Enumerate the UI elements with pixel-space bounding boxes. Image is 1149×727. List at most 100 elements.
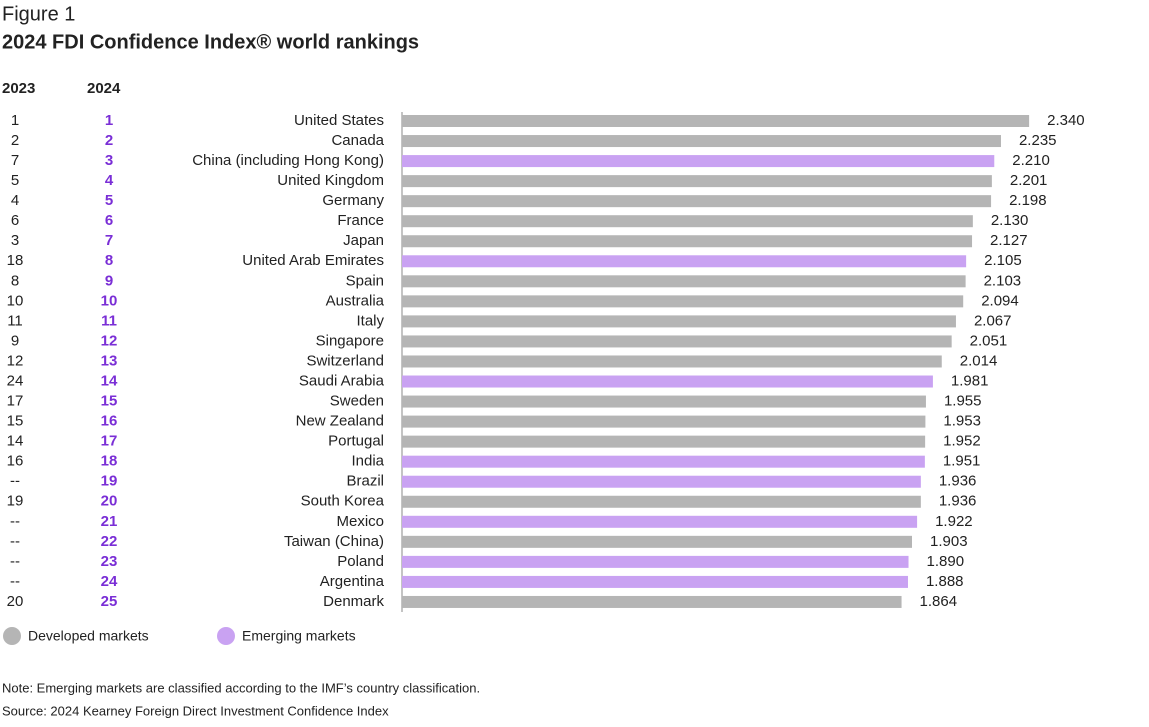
rank: -- bbox=[10, 573, 20, 590]
value-label: 2.067 bbox=[974, 312, 1012, 329]
rank: 7 bbox=[105, 232, 113, 249]
rank: 15 bbox=[7, 413, 24, 430]
value-label: 1.864 bbox=[920, 593, 958, 610]
rank: 15 bbox=[101, 393, 118, 410]
category-label: New Zealand bbox=[296, 413, 384, 430]
bar bbox=[402, 475, 921, 488]
bar bbox=[402, 215, 973, 228]
rank: 20 bbox=[101, 493, 118, 510]
value-label: 2.127 bbox=[990, 232, 1028, 249]
rank: -- bbox=[10, 533, 20, 550]
bar bbox=[402, 455, 925, 468]
category-label: Germany bbox=[322, 192, 384, 209]
value-label: 1.890 bbox=[927, 553, 965, 570]
category-label: Switzerland bbox=[306, 352, 384, 369]
rank: 5 bbox=[11, 172, 19, 189]
rank: 4 bbox=[11, 192, 19, 209]
rank-header: 2023 bbox=[2, 80, 35, 97]
category-label: Denmark bbox=[323, 593, 384, 610]
value-label: 1.952 bbox=[943, 433, 981, 450]
bar bbox=[402, 315, 956, 328]
value-label: 2.130 bbox=[991, 212, 1029, 229]
bar bbox=[402, 235, 973, 248]
rank: 18 bbox=[101, 453, 118, 470]
value-label: 2.094 bbox=[981, 292, 1019, 309]
rank: 14 bbox=[101, 372, 118, 389]
rank: 24 bbox=[101, 573, 118, 590]
bar bbox=[402, 195, 992, 208]
rank: 11 bbox=[101, 312, 117, 329]
rank: 6 bbox=[11, 212, 19, 229]
rank: 16 bbox=[7, 453, 24, 470]
bar bbox=[402, 355, 942, 368]
rank: 10 bbox=[101, 292, 118, 309]
value-label: 1.903 bbox=[930, 533, 968, 550]
rank: 14 bbox=[7, 433, 24, 450]
category-label: Portugal bbox=[328, 433, 384, 450]
rank: 18 bbox=[7, 252, 24, 269]
bar bbox=[402, 295, 964, 308]
value-label: 2.105 bbox=[984, 252, 1022, 269]
category-label: Taiwan (China) bbox=[284, 533, 384, 550]
rank: 23 bbox=[101, 553, 118, 570]
rank: -- bbox=[10, 473, 20, 490]
legend-label: Developed markets bbox=[28, 628, 149, 644]
category-label: Saudi Arabia bbox=[299, 372, 385, 389]
category-label: Poland bbox=[337, 553, 384, 570]
category-label: Singapore bbox=[316, 332, 384, 349]
rank: 12 bbox=[101, 332, 118, 349]
chart-title: 2024 FDI Confidence Index® world ranking… bbox=[2, 31, 419, 53]
rank: 6 bbox=[105, 212, 113, 229]
rank: 3 bbox=[105, 152, 113, 169]
value-label: 1.922 bbox=[935, 513, 973, 530]
bar bbox=[402, 335, 952, 348]
bar bbox=[402, 415, 926, 428]
legend-swatch bbox=[3, 627, 21, 645]
rank: 17 bbox=[7, 393, 24, 410]
rank-header: 2024 bbox=[87, 80, 121, 97]
category-label: Argentina bbox=[320, 573, 385, 590]
rank: 21 bbox=[101, 513, 118, 530]
rank: 17 bbox=[101, 433, 118, 450]
category-label: Japan bbox=[343, 232, 384, 249]
category-label: United Arab Emirates bbox=[242, 252, 384, 269]
bar bbox=[402, 175, 992, 188]
value-label: 1.936 bbox=[939, 473, 977, 490]
value-label: 2.103 bbox=[984, 272, 1022, 289]
rank: 10 bbox=[7, 292, 24, 309]
bar bbox=[402, 395, 926, 408]
category-label: Sweden bbox=[330, 393, 384, 410]
rank: 22 bbox=[101, 533, 118, 550]
legend-swatch bbox=[217, 627, 235, 645]
bar bbox=[402, 275, 966, 288]
bar bbox=[402, 255, 967, 268]
bar bbox=[402, 575, 908, 588]
source: Source: 2024 Kearney Foreign Direct Inve… bbox=[2, 703, 389, 718]
rank: 9 bbox=[105, 272, 113, 289]
category-label: Spain bbox=[346, 272, 384, 289]
category-label: China (including Hong Kong) bbox=[192, 152, 384, 169]
rank: 16 bbox=[101, 413, 118, 430]
rank: 20 bbox=[7, 593, 24, 610]
bar bbox=[402, 555, 909, 568]
value-label: 1.981 bbox=[951, 372, 989, 389]
rank: 1 bbox=[11, 112, 19, 129]
bar bbox=[402, 115, 1030, 127]
bar bbox=[402, 155, 995, 168]
category-label: Canada bbox=[331, 132, 384, 149]
rank: 2 bbox=[105, 132, 113, 149]
bar bbox=[402, 375, 933, 388]
rank: 24 bbox=[7, 372, 24, 389]
value-label: 2.014 bbox=[960, 352, 998, 369]
rank: 4 bbox=[105, 172, 114, 189]
value-label: 1.953 bbox=[943, 413, 981, 430]
rank: 2 bbox=[11, 132, 19, 149]
note: Note: Emerging markets are classified ac… bbox=[2, 680, 480, 695]
value-label: 1.936 bbox=[939, 493, 977, 510]
figure-label: Figure 1 bbox=[2, 3, 75, 25]
category-label: South Korea bbox=[301, 493, 385, 510]
bar bbox=[402, 135, 1001, 148]
rank: 8 bbox=[11, 272, 19, 289]
value-label: 2.051 bbox=[970, 332, 1008, 349]
category-label: Australia bbox=[326, 292, 385, 309]
